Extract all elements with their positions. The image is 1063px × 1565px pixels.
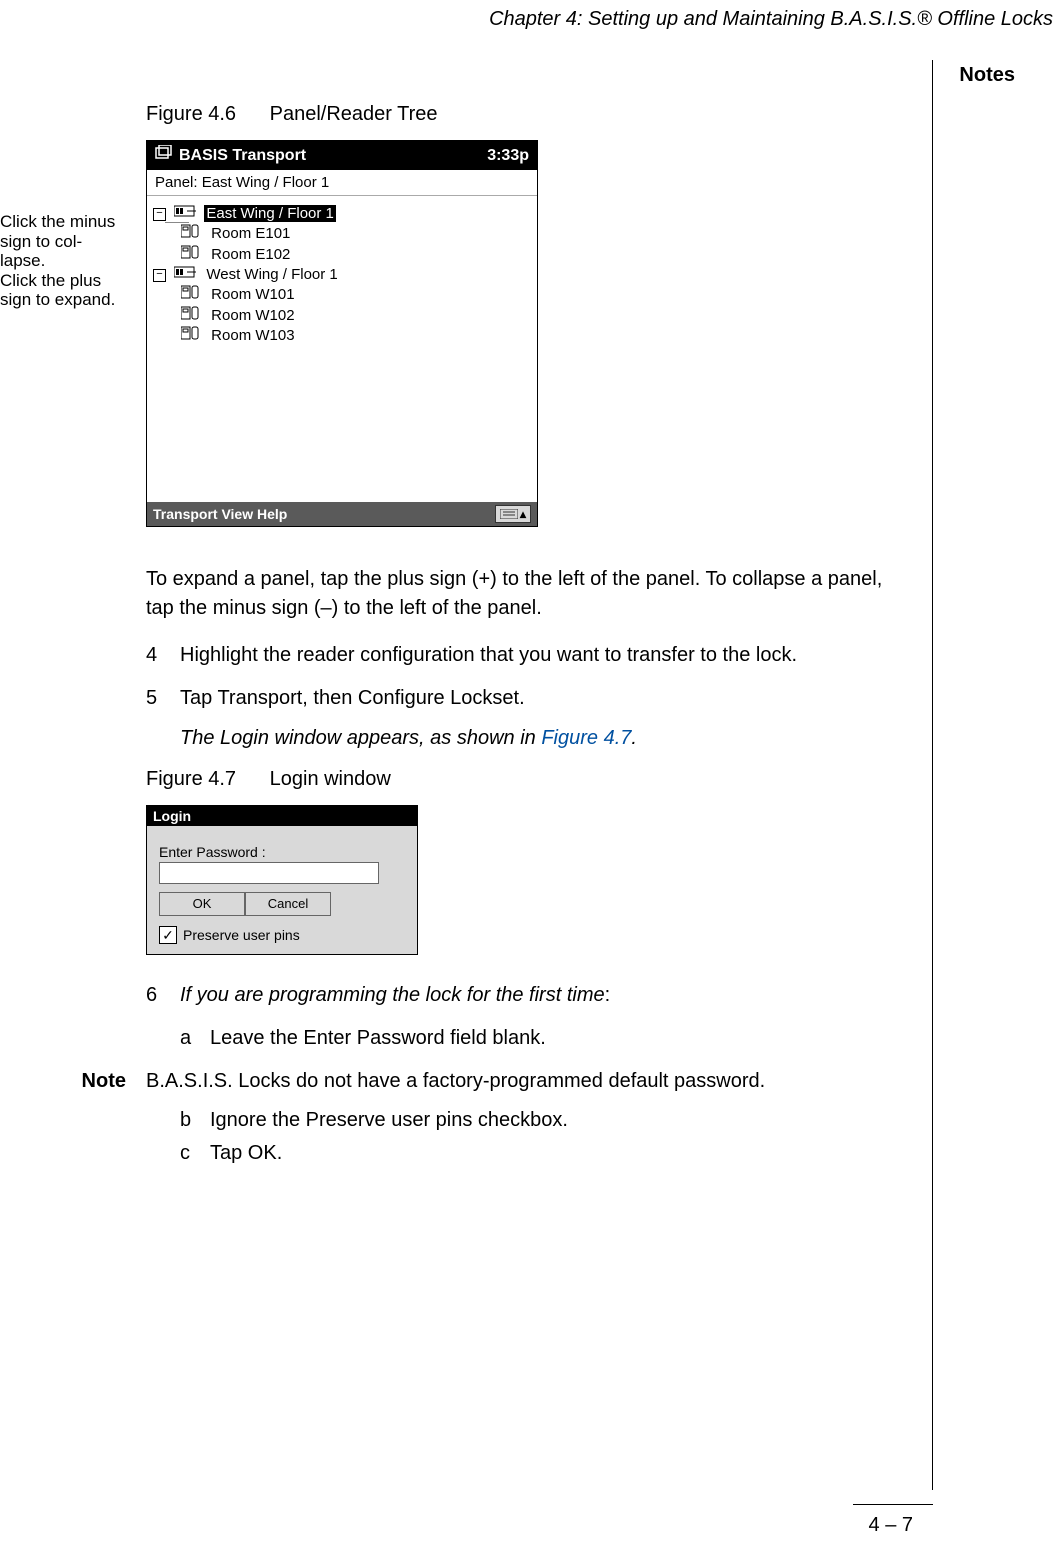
figure-4-6-number: Figure 4.6 [146,103,236,125]
basis-time: 3:33p [487,147,529,165]
figure-4-7-xref[interactable]: Figure 4.7 [541,727,631,749]
substep-letter: b [180,1106,210,1135]
app-icon [155,145,173,166]
tree-reader-node[interactable]: Room W102 [181,306,531,326]
figure-4-7-caption: Figure 4.7 Login window [146,768,893,791]
note-text: B.A.S.I.S. Locks do not have a factory-p… [146,1067,765,1096]
step-text: If you are programming the lock for the … [180,981,893,1010]
note-label: Note [44,1067,146,1096]
figure-4-7-number: Figure 4.7 [146,768,236,790]
notes-heading: Notes [959,64,1015,87]
basis-transport-window: BASIS Transport 3:33p Panel: East Wing /… [146,140,538,527]
tree-reader-node[interactable]: Room W101 [181,285,531,305]
basis-title: BASIS Transport [179,147,306,165]
reader-icon [181,306,201,326]
page-number: 4 – 7 [869,1514,913,1537]
step-number: 6 [146,981,180,1010]
figure-4-6-caption: Figure 4.6 Panel/Reader Tree [146,103,893,126]
substep-text: Leave the Enter Password field blank. [210,1024,546,1053]
tree-panel-node[interactable]: − West Wing / Floor 1 Room W101 [153,265,531,346]
password-input[interactable] [159,862,379,884]
tree-reader-label[interactable]: Room W103 [209,327,296,344]
tree-reader-label[interactable]: Room E102 [209,246,292,263]
tree-panel-node[interactable]: − East Wing / Floor 1 Room E101 [153,204,531,265]
substep-text: Tap OK. [210,1139,282,1168]
figure-4-7-title: Login window [270,768,391,790]
preserve-pins-label: Preserve user pins [183,927,300,943]
ok-button[interactable]: OK [159,892,245,916]
step-number: 5 [146,684,180,713]
reader-icon [181,326,201,346]
main-content: Figure 4.6 Panel/Reader Tree BASIS Trans… [146,31,893,1168]
step-text: Highlight the reader configuration that … [180,641,893,670]
login-titlebar: Login [147,806,417,826]
reader-icon [181,285,201,305]
password-label: Enter Password : [159,844,405,860]
basis-titlebar: BASIS Transport 3:33p [147,141,537,170]
reader-icon [181,224,201,244]
numbered-steps: 6 If you are programming the lock for th… [146,981,893,1010]
substep-letter: c [180,1139,210,1168]
login-window: Login Enter Password : OK Cancel ✓ Prese… [146,805,418,955]
tree-reader-label[interactable]: Room W102 [209,307,296,324]
step-text: Tap Transport, then Configure Lockset. [180,684,893,713]
basis-panel-label: Panel: East Wing / Floor 1 [147,170,537,196]
sub-steps: b Ignore the Preserve user pins checkbox… [180,1106,893,1168]
numbered-steps: 4 Highlight the reader configuration tha… [146,641,893,713]
step-result: The Login window appears, as shown in Fi… [180,727,893,750]
tree-panel-label[interactable]: East Wing / Floor 1 [204,205,336,222]
tree-reader-node[interactable]: Room E102 [181,245,531,265]
basis-menubar[interactable]: Transport View Help ▴ [147,502,537,526]
tree-reader-node[interactable]: Room E101 [181,224,531,244]
preserve-pins-checkbox[interactable]: ✓ [159,926,177,944]
panel-reader-tree[interactable]: − East Wing / Floor 1 Room E101 [147,196,537,502]
keyboard-icon[interactable]: ▴ [495,505,531,523]
figure-4-6-title: Panel/Reader Tree [270,103,438,125]
page: Chapter 4: Setting up and Maintaining B.… [0,0,1063,1565]
reader-icon [181,245,201,265]
tree-annotation: Click the minussign to col-lapse.Click t… [0,212,170,310]
notes-divider [932,60,933,1490]
chapter-header: Chapter 4: Setting up and Maintaining B.… [0,0,1063,31]
tree-reader-label[interactable]: Room E101 [209,225,292,242]
tree-reader-label[interactable]: Room W101 [209,286,296,303]
note-block: Note B.A.S.I.S. Locks do not have a fact… [44,1067,893,1096]
cancel-button[interactable]: Cancel [245,892,331,916]
panel-icon [174,265,196,285]
tree-reader-node[interactable]: Room W103 [181,326,531,346]
sub-steps: a Leave the Enter Password field blank. [180,1024,893,1053]
tree-panel-label[interactable]: West Wing / Floor 1 [204,266,339,283]
substep-text: Ignore the Preserve user pins checkbox. [210,1106,568,1135]
basis-menu-items[interactable]: Transport View Help [153,506,287,522]
substep-letter: a [180,1024,210,1053]
expand-collapse-paragraph: To expand a panel, tap the plus sign (+)… [146,565,893,623]
annotation-leader-line [165,222,189,223]
page-number-rule [853,1504,933,1505]
step-number: 4 [146,641,180,670]
